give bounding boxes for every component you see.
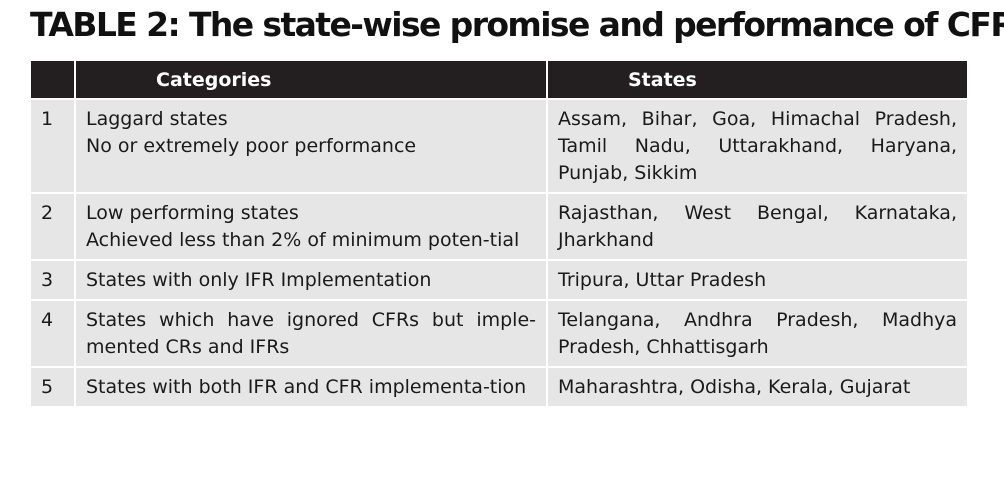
- states-cell: Rajasthan, West Bengal, Karnataka, Jhark…: [547, 192, 967, 260]
- category-title: Low performing states: [86, 202, 299, 224]
- states-cell: Tripura, Uttar Pradesh: [547, 259, 967, 300]
- header-states: States: [547, 61, 967, 99]
- category-description: Achieved less than 2% of minimum poten-t…: [86, 229, 520, 251]
- states-cell: Maharashtra, Odisha, Kerala, Gujarat: [547, 366, 967, 406]
- category-title: Laggard states: [86, 108, 228, 130]
- row-number: 3: [31, 259, 76, 300]
- category-title: States with both IFR and CFR implementa-…: [86, 376, 527, 398]
- header-categories: Categories: [75, 61, 548, 99]
- category-description: No or extremely poor performance: [86, 135, 417, 157]
- row-number: 2: [31, 192, 76, 260]
- row-number: 1: [31, 98, 76, 193]
- header-number: [31, 61, 76, 99]
- row-number: 4: [31, 299, 76, 367]
- category-cell: Low performing states Achieved less than…: [75, 192, 548, 260]
- states-cell: Assam, Bihar, Goa, Himachal Pradesh, Tam…: [547, 98, 967, 193]
- states-cell: Telangana, Andhra Pradesh, Madhya Prades…: [547, 299, 967, 367]
- table-row: 3 States with only IFR Implementation Tr…: [31, 259, 967, 300]
- category-cell: Laggard states No or extremely poor perf…: [75, 98, 548, 193]
- table-header-row: Categories States: [31, 61, 967, 99]
- category-title: States with only IFR Implementation: [86, 269, 432, 291]
- table-row: 1 Laggard states No or extremely poor pe…: [31, 98, 967, 193]
- category-cell: States with both IFR and CFR implementa-…: [75, 366, 548, 406]
- row-number: 5: [31, 366, 76, 406]
- category-cell: States which have ignored CFRs but imple…: [75, 299, 548, 367]
- category-title: States which have ignored CFRs but imple…: [86, 309, 536, 358]
- table-row: 4 States which have ignored CFRs but imp…: [31, 299, 967, 367]
- table-row: 5 States with both IFR and CFR implement…: [31, 366, 967, 406]
- cfr-performance-table: Categories States 1 Laggard states No or…: [31, 61, 967, 406]
- category-cell: States with only IFR Implementation: [75, 259, 548, 300]
- table-title: TABLE 2: The state-wise promise and perf…: [30, 5, 1004, 44]
- table-row: 2 Low performing states Achieved less th…: [31, 192, 967, 260]
